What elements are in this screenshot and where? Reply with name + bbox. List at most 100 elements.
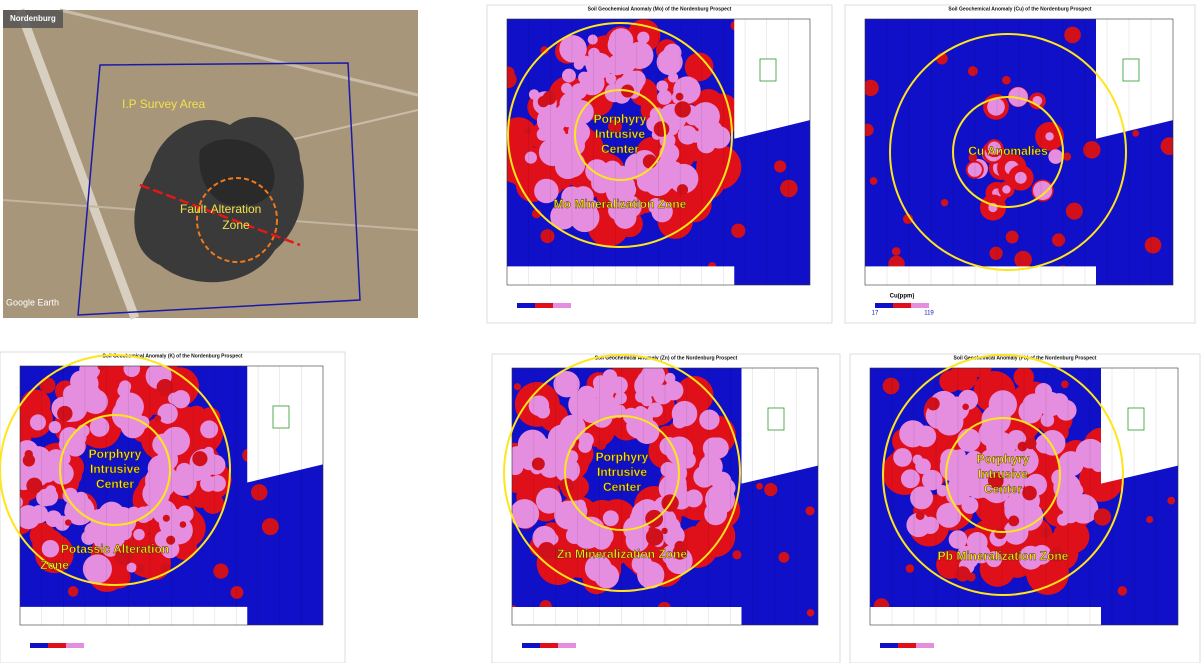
alteration-label: Zone xyxy=(222,218,250,232)
peak-anomaly xyxy=(46,485,56,495)
outlier-anomaly xyxy=(756,483,763,490)
outlier-anomaly xyxy=(807,609,815,617)
geochem-panel: Soil Geochemical Anomaly (Pb) of the Nor… xyxy=(850,354,1200,663)
peak-anomaly xyxy=(615,392,627,404)
zone-label: Zone xyxy=(40,558,69,572)
figure: Nordenburg I.P Survey Area Fault Alterat… xyxy=(0,0,1203,663)
outlier-anomaly xyxy=(774,160,786,172)
fault-label: Fault xyxy=(180,202,207,216)
peak-anomaly xyxy=(708,126,730,148)
scale-segment xyxy=(916,643,934,648)
peak-anomaly xyxy=(1033,181,1052,200)
scale-segment xyxy=(66,643,84,648)
legend-box xyxy=(273,406,289,428)
center-label: Porphyry xyxy=(596,450,649,464)
outlier-anomaly xyxy=(163,515,170,522)
outlier-anomaly xyxy=(514,383,521,390)
map-title: Soil Geochemical Anomaly (Mo) of the Nor… xyxy=(588,6,732,12)
peak-anomaly xyxy=(205,455,225,475)
outlier-anomaly xyxy=(643,154,657,168)
survey-label: I.P Survey Area xyxy=(122,97,205,111)
peak-anomaly xyxy=(712,472,732,492)
outlier-anomaly xyxy=(941,199,948,206)
outlier-anomaly xyxy=(676,93,684,101)
peak-anomaly xyxy=(585,159,609,183)
peak-anomaly xyxy=(704,502,727,525)
outlier-anomaly xyxy=(543,91,557,105)
outlier-anomaly xyxy=(1064,27,1081,44)
scale-segment xyxy=(517,303,535,308)
map-title: Soil Geochemical Anomaly (Cu) of the Nor… xyxy=(948,6,1092,12)
peak-anomaly xyxy=(699,410,719,430)
peak-anomaly xyxy=(30,414,46,430)
peak-anomaly xyxy=(79,384,101,406)
outlier-anomaly xyxy=(778,552,789,563)
peak-anomaly xyxy=(1015,172,1027,184)
peak-anomaly xyxy=(1048,149,1063,164)
peak-anomaly xyxy=(157,403,177,423)
outlier-anomaly xyxy=(805,506,814,515)
peak-anomaly xyxy=(537,128,550,141)
scale-segment xyxy=(875,303,893,308)
peak-anomaly xyxy=(1045,132,1053,140)
outlier-anomaly xyxy=(994,527,1006,539)
outlier-anomaly xyxy=(1022,486,1037,501)
outlier-anomaly xyxy=(732,550,741,559)
zone-label: Zn Mineralization Zone xyxy=(557,547,687,561)
scale-segment xyxy=(522,643,540,648)
center-label: Cu Anomalies xyxy=(968,144,1048,158)
peak-anomaly xyxy=(1022,393,1045,416)
peak-anomaly xyxy=(709,440,721,452)
scale-segment xyxy=(535,303,553,308)
center-label: Porphyry xyxy=(977,452,1030,466)
peak-anomaly xyxy=(915,458,931,474)
legend-box xyxy=(760,59,776,81)
peak-anomaly xyxy=(119,380,131,392)
scale-segment xyxy=(893,303,911,308)
peak-anomaly xyxy=(42,540,59,557)
center-label: Intrusive xyxy=(978,467,1028,481)
outlier-anomaly xyxy=(675,101,691,117)
satellite-panel: Nordenburg I.P Survey Area Fault Alterat… xyxy=(3,10,418,318)
peak-anomaly xyxy=(565,500,587,522)
outlier-anomaly xyxy=(654,121,670,137)
peak-anomaly xyxy=(176,463,192,479)
outlier-anomaly xyxy=(646,528,663,545)
outlier-anomaly xyxy=(1008,516,1019,527)
peak-anomaly xyxy=(957,428,980,451)
peak-anomaly xyxy=(588,35,598,45)
geochem-panel: Soil Geochemical Anomaly (Cu) of the Nor… xyxy=(845,5,1195,323)
outlier-anomaly xyxy=(1040,528,1050,538)
outlier-anomaly xyxy=(764,483,777,496)
peak-anomaly xyxy=(190,466,205,481)
high-anomaly xyxy=(1053,523,1078,548)
outlier-anomaly xyxy=(1132,130,1139,137)
outlier-anomaly xyxy=(1066,203,1083,220)
outlier-anomaly xyxy=(26,478,42,494)
scale-segment xyxy=(553,303,571,308)
peak-anomaly xyxy=(77,424,90,437)
map-title: Soil Geochemical Anomaly (K) of the Nord… xyxy=(102,353,242,359)
peak-anomaly xyxy=(555,153,581,179)
peak-anomaly xyxy=(51,462,74,485)
geochem-panel: Soil Geochemical Anomaly (Mo) of the Nor… xyxy=(487,5,832,323)
outlier-anomaly xyxy=(1145,237,1162,254)
outlier-anomaly xyxy=(955,566,970,581)
outlier-anomaly xyxy=(156,379,173,396)
outlier-anomaly xyxy=(1118,586,1128,596)
scale-segment xyxy=(30,643,48,648)
outlier-anomaly xyxy=(870,177,878,185)
peak-anomaly xyxy=(673,415,686,428)
scale-segment xyxy=(558,643,576,648)
outlier-anomaly xyxy=(1061,380,1069,388)
map-title: Soil Geochemical Anomaly (Zn) of the Nor… xyxy=(595,355,738,361)
peak-anomaly xyxy=(893,448,912,467)
legend-box xyxy=(1128,408,1144,430)
map-area xyxy=(870,354,1178,632)
alteration-label: Alteration xyxy=(211,202,262,216)
outlier-anomaly xyxy=(68,586,78,596)
peak-anomaly xyxy=(616,175,629,188)
legend-label: 119 xyxy=(924,311,934,317)
center-label: Intrusive xyxy=(595,127,645,141)
peak-anomaly xyxy=(172,390,190,408)
